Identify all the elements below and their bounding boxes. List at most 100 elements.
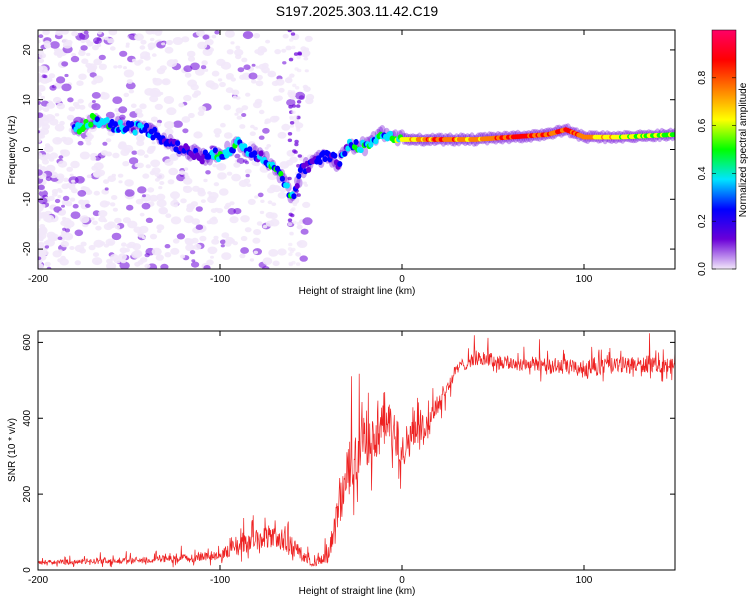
noise-cell: [173, 120, 183, 128]
noise-cell: [147, 187, 155, 193]
noise-cell: [109, 254, 119, 261]
noise-cell: [249, 258, 255, 262]
noise-cell: [156, 173, 165, 180]
noise-cell: [164, 121, 175, 129]
noise-cell: [193, 131, 203, 139]
noise-cell: [272, 260, 280, 267]
noise-cell: [125, 44, 130, 48]
noise-cell: [267, 200, 273, 205]
noise-cell: [244, 168, 252, 174]
ridge-cell: [117, 119, 123, 126]
noise-cell: [91, 257, 103, 266]
noise-cell: [287, 176, 292, 181]
ridge-cell: [193, 147, 199, 154]
noise-cell: [192, 185, 200, 192]
noise-cell: [255, 80, 264, 87]
noise-cell: [141, 202, 151, 210]
noise-cell: [146, 148, 155, 155]
noise-cell: [291, 207, 296, 211]
noise-cell: [91, 80, 97, 85]
noise-cell: [91, 100, 96, 103]
noise-cell: [213, 182, 220, 187]
noise-cell: [38, 50, 44, 55]
noise-cell: [287, 138, 293, 143]
noise-cell: [235, 107, 244, 114]
noise-cell: [136, 134, 145, 142]
noise-cell: [258, 135, 265, 140]
noise-cell: [297, 241, 303, 246]
noise-cell: [131, 250, 142, 259]
noise-cell: [119, 261, 130, 269]
noise-cell: [211, 238, 220, 245]
noise-cell: [236, 115, 243, 120]
noise-cell: [296, 193, 301, 197]
noise-cell: [299, 255, 308, 262]
x-tick-label: -100: [210, 274, 230, 285]
noise-cell: [262, 257, 273, 266]
noise-cell: [92, 220, 98, 226]
noise-cell: [282, 33, 289, 39]
noise-cell: [231, 89, 240, 96]
noise-cell: [123, 92, 130, 98]
noise-cell: [147, 42, 157, 49]
noise-cell: [101, 91, 106, 95]
noise-cell: [104, 187, 109, 191]
noise-cell: [161, 42, 166, 46]
noise-cell: [39, 165, 47, 172]
noise-cell: [296, 100, 302, 104]
noise-cell: [124, 248, 130, 253]
noise-cell: [72, 203, 79, 209]
noise-cell: [85, 131, 92, 137]
noise-cell: [50, 41, 60, 49]
noise-cell: [292, 149, 297, 153]
noise-cell: [57, 175, 64, 181]
noise-cell: [54, 198, 61, 204]
ridge-cell: [199, 158, 205, 165]
noise-cell: [302, 217, 313, 226]
noise-cell: [80, 39, 86, 44]
noise-cell: [85, 203, 91, 208]
noise-cell: [92, 252, 100, 257]
noise-cell: [112, 152, 120, 159]
noise-cell: [253, 161, 260, 167]
noise-cell: [47, 234, 57, 242]
noise-cell: [184, 238, 192, 243]
noise-cell: [252, 237, 261, 244]
noise-cell: [107, 38, 115, 44]
x-tick-label: -100: [210, 575, 230, 586]
noise-cell: [173, 204, 178, 208]
noise-cell: [152, 78, 163, 86]
ridge-cell: [353, 139, 359, 145]
noise-cell: [183, 94, 192, 102]
noise-cell: [154, 103, 163, 110]
noise-cell: [144, 263, 151, 269]
noise-cell: [145, 52, 150, 56]
noise-cell: [232, 95, 237, 99]
noise-cell: [86, 141, 92, 146]
noise-cell: [155, 254, 164, 261]
noise-cell: [303, 156, 308, 161]
noise-cell: [294, 142, 299, 147]
colorbar-gradient: [711, 29, 737, 270]
noise-cell: [170, 191, 180, 200]
noise-cell: [230, 77, 236, 82]
noise-cell: [200, 199, 206, 204]
noise-cell: [115, 112, 120, 116]
noise-cell: [205, 80, 216, 88]
noise-cell: [57, 258, 63, 263]
noise-cell: [114, 217, 122, 224]
noise-cell: [256, 221, 263, 226]
ridge-cell: [124, 125, 130, 132]
noise-cell: [190, 62, 200, 71]
noise-cell: [151, 141, 156, 145]
noise-cell: [71, 183, 76, 187]
noise-cell: [288, 57, 294, 62]
noise-cell: [201, 60, 208, 66]
noise-cell: [105, 111, 115, 119]
noise-cell: [97, 31, 102, 35]
noise-cell: [38, 164, 42, 168]
noise-cell: [149, 194, 159, 202]
noise-cell: [265, 220, 274, 227]
noise-cell: [38, 91, 42, 97]
noise-cell: [292, 83, 297, 88]
